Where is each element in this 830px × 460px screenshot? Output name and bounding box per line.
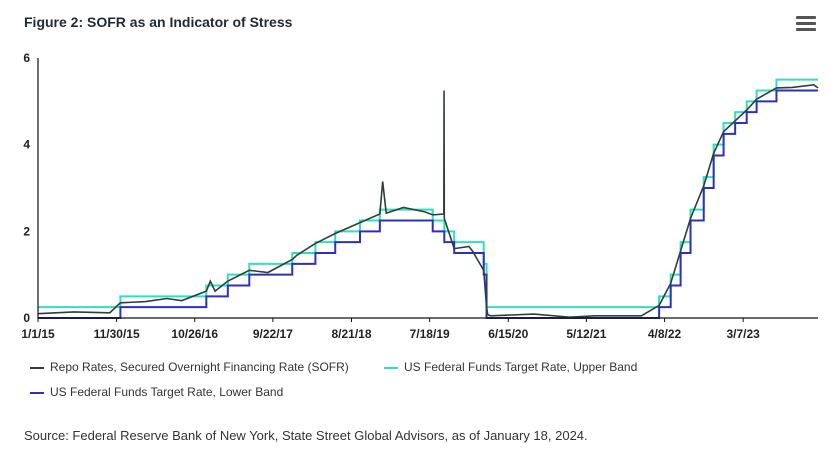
x-tick-label: 10/26/16 [171, 327, 218, 341]
y-tick-label: 2 [23, 224, 30, 238]
source-note: Source: Federal Reserve Bank of New York… [24, 428, 588, 443]
legend-label-lower: US Federal Funds Target Rate, Lower Band [50, 385, 284, 399]
y-tick-label: 0 [23, 311, 30, 325]
series-line-sofr: Repo Rates, Secured Overnight Financing … [37, 84, 819, 318]
legend-item-upper[interactable]: US Federal Funds Target Rate, Upper Band [384, 360, 637, 374]
x-tick-label: 7/18/19 [410, 327, 450, 341]
y-tick-label: 4 [23, 138, 30, 152]
legend-swatch-sofr [30, 366, 44, 369]
x-tick-label: 5/12/21 [566, 327, 606, 341]
legend-label-sofr: Repo Rates, Secured Overnight Financing … [50, 360, 349, 374]
x-tick-label: 4/8/22 [648, 327, 682, 341]
x-tick-label: 1/1/15 [21, 327, 55, 341]
hamburger-menu-icon[interactable] [796, 16, 816, 34]
legend-item-lower[interactable]: US Federal Funds Target Rate, Lower Band [30, 385, 283, 399]
series-line-lower: US Federal Funds Target Rate, Lower Band [38, 89, 818, 319]
legend-item-sofr[interactable]: Repo Rates, Secured Overnight Financing … [30, 360, 349, 374]
x-tick-label: 8/21/18 [331, 327, 371, 341]
chart-title: Figure 2: SOFR as an Indicator of Stress [24, 14, 293, 30]
legend-swatch-upper [384, 366, 398, 369]
x-tick-label: 3/7/23 [726, 327, 760, 341]
legend-label-upper: US Federal Funds Target Rate, Upper Band [404, 360, 638, 374]
y-tick-label: 6 [23, 51, 30, 65]
x-tick-label: 6/15/20 [488, 327, 528, 341]
x-tick-label: 9/22/17 [253, 327, 293, 341]
x-tick-label: 11/30/15 [94, 327, 140, 341]
legend-swatch-lower [30, 391, 44, 394]
